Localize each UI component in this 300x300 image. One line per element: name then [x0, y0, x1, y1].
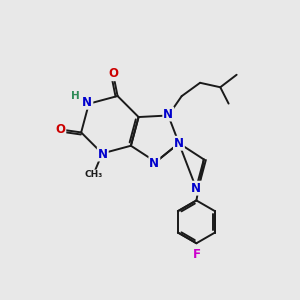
Text: N: N: [82, 96, 92, 109]
Text: H: H: [71, 91, 80, 101]
Text: O: O: [108, 67, 118, 80]
Text: N: N: [149, 157, 159, 170]
Text: O: O: [56, 123, 65, 136]
Text: F: F: [192, 248, 200, 261]
Text: N: N: [174, 137, 184, 150]
Text: N: N: [191, 182, 201, 195]
Text: N: N: [163, 107, 173, 121]
Text: CH₃: CH₃: [84, 170, 102, 179]
Text: N: N: [98, 148, 108, 160]
